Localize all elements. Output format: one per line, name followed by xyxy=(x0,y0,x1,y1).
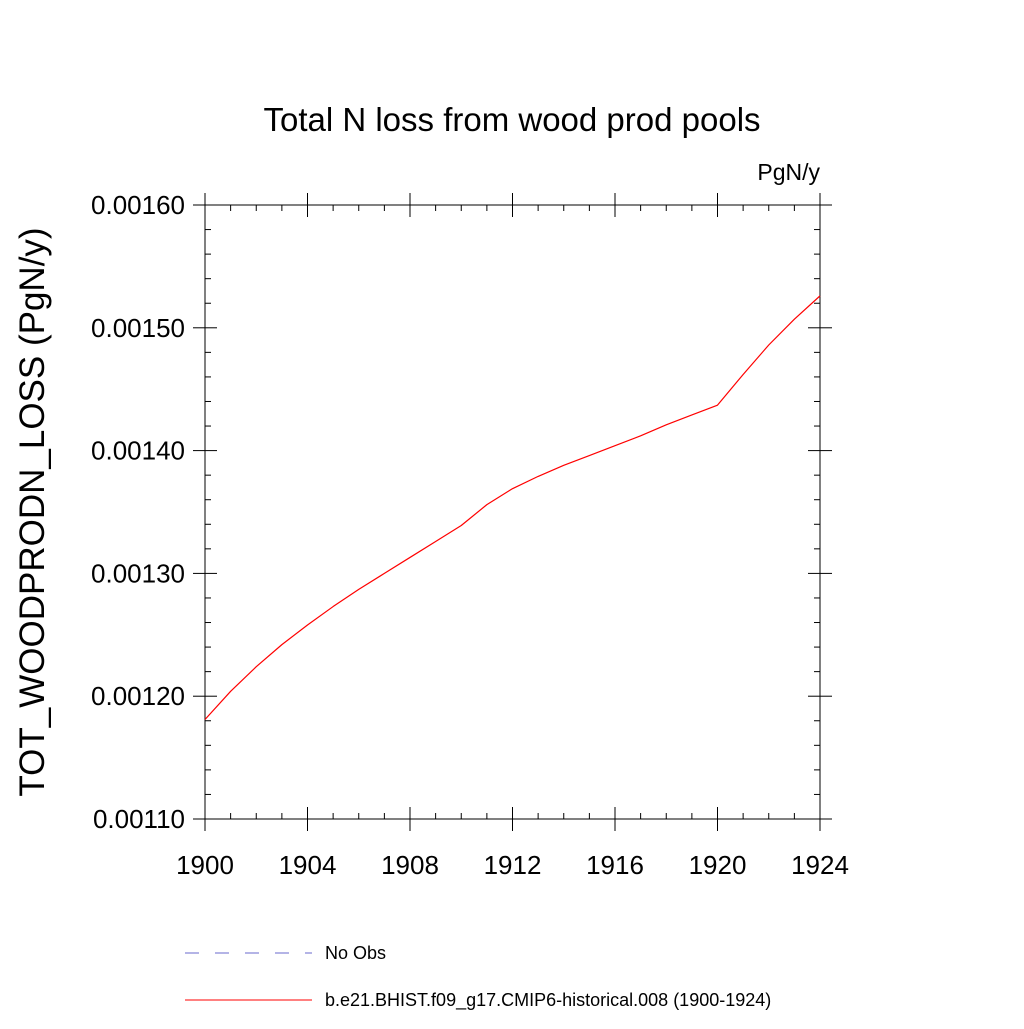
series-layer xyxy=(204,295,821,720)
y-tick-label: 0.00110 xyxy=(93,804,185,834)
legend-label-historical: b.e21.BHIST.f09_g17.CMIP6-historical.008… xyxy=(325,990,771,1011)
chart-title: Total N loss from wood prod pools xyxy=(263,101,760,138)
x-tick-label: 1904 xyxy=(279,850,337,880)
y-tick-label: 0.00120 xyxy=(91,681,185,711)
x-tick-label: 1900 xyxy=(176,850,234,880)
y-tick-label: 0.00160 xyxy=(91,190,185,220)
x-tick-label: 1920 xyxy=(689,850,747,880)
y-tick-label: 0.00130 xyxy=(91,558,185,588)
x-tick-label: 1916 xyxy=(586,850,644,880)
axis-tick-labels: 1900 1904 1908 1912 1916 1920 1924 0.00110 0.001… xyxy=(91,190,849,880)
series-line-0 xyxy=(204,295,821,720)
plot-frame xyxy=(204,204,821,820)
units-label: PgN/y xyxy=(757,159,820,185)
x-tick-label: 1912 xyxy=(484,850,542,880)
axis-ticks xyxy=(193,193,832,831)
legend-label-no-obs: No Obs xyxy=(325,943,386,963)
x-tick-label: 1924 xyxy=(791,850,849,880)
y-tick-label: 0.00140 xyxy=(91,436,185,466)
y-tick-label: 0.00150 xyxy=(91,313,185,343)
legend: No Obs b.e21.BHIST.f09_g17.CMIP6-histori… xyxy=(185,943,771,1011)
y-axis-label: TOT_WOODPRODN_LOSS (PgN/y) xyxy=(13,227,52,796)
x-tick-label: 1908 xyxy=(381,850,439,880)
